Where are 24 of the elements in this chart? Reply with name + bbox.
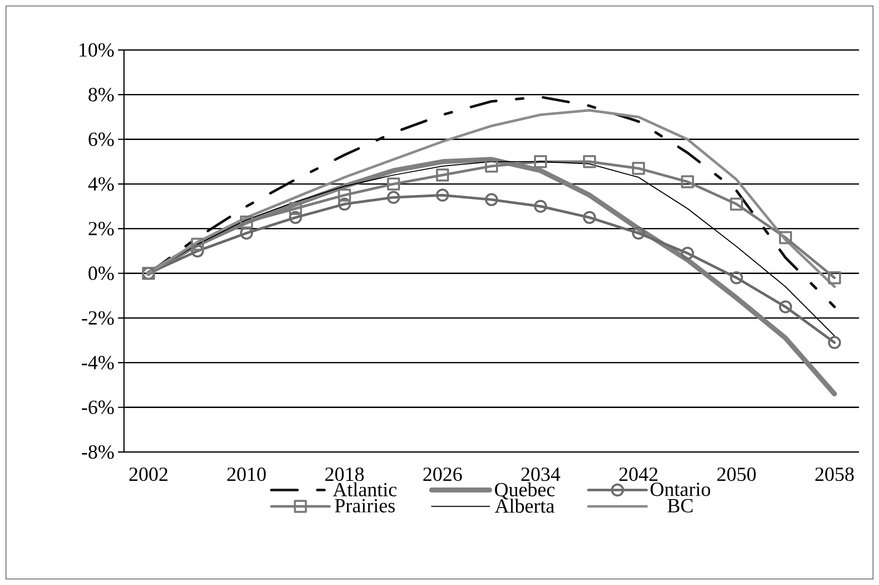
legend-label: Quebec — [494, 482, 555, 500]
legend-label: Atlantic — [332, 482, 397, 496]
x-tick-label: 2010 — [227, 468, 266, 482]
y-tick-label: -2% — [82, 311, 114, 325]
legend-label: Prairies — [334, 499, 395, 512]
legend-label: BC — [668, 499, 693, 512]
y-tick-label: 2% — [88, 222, 114, 236]
x-tick-label: 2058 — [815, 468, 854, 482]
y-tick-label: -4% — [82, 356, 114, 370]
x-tick-label: 2050 — [717, 468, 756, 482]
y-tick-label: 6% — [88, 132, 114, 146]
y-tick-label: -6% — [82, 400, 114, 414]
y-tick-label: 4% — [88, 177, 114, 191]
x-tick-label: 2042 — [619, 468, 658, 482]
y-tick-label: 10% — [80, 43, 114, 57]
x-tick-label: 2026 — [423, 468, 462, 482]
x-tick-label: 2018 — [325, 468, 364, 482]
y-tick-label: 0% — [88, 266, 114, 280]
legend-label: Alberta — [494, 498, 554, 513]
x-tick-label: 2002 — [129, 468, 168, 482]
legend-label: Ontario — [650, 482, 710, 496]
y-tick-label: -8% — [82, 445, 114, 459]
x-tick-label: 2034 — [521, 468, 560, 482]
y-tick-label: 8% — [88, 88, 114, 102]
